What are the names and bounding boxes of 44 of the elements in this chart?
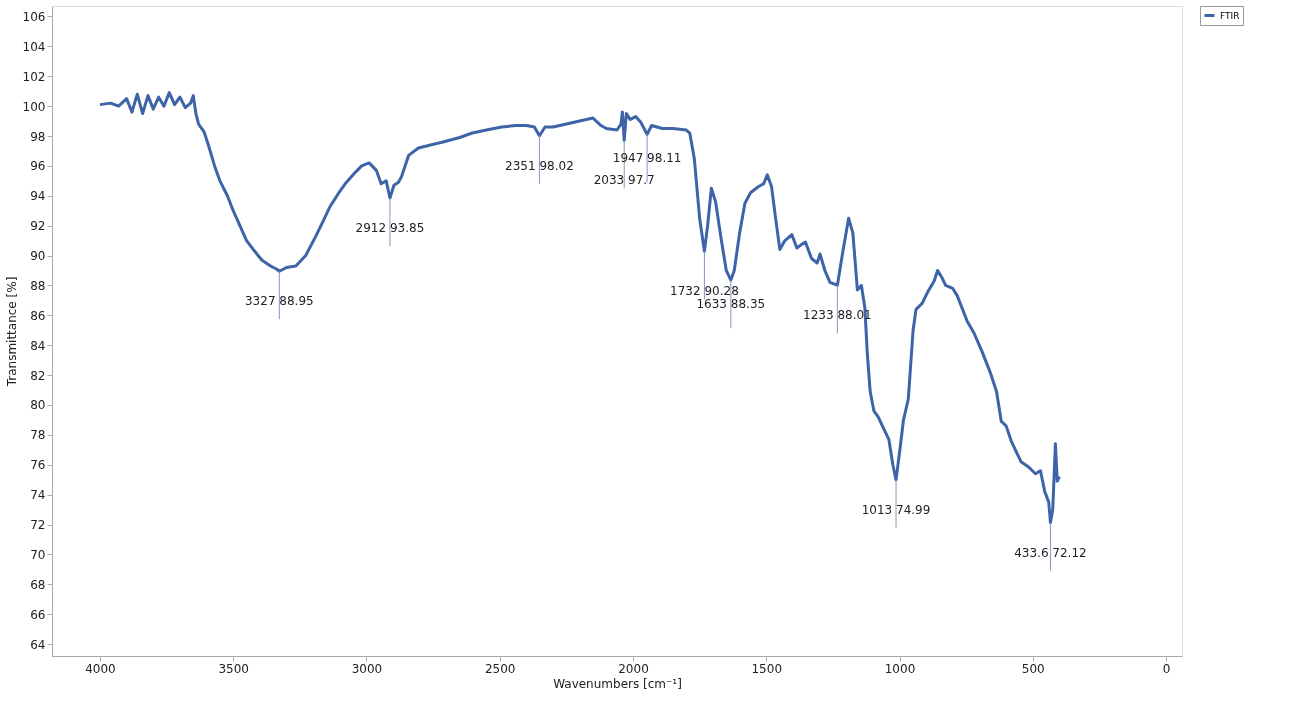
y-tick-label: 80	[30, 398, 46, 413]
y-tick-label: 94	[30, 189, 46, 204]
x-tick-label: 4000	[85, 661, 116, 676]
annotation: 1732 90.28	[670, 284, 739, 299]
x-axis-title: Wavenumbers [cm⁻¹]	[553, 676, 682, 691]
x-tick-label: 1500	[751, 661, 783, 676]
y-tick-label: 102	[22, 69, 46, 84]
y-tick-label: 74	[30, 488, 46, 503]
x-tick-label: 3000	[351, 661, 383, 676]
x-tick-label: 0	[1162, 661, 1171, 676]
y-tick-label: 90	[30, 249, 46, 264]
y-tick-label: 70	[30, 547, 46, 562]
y-tick-label: 104	[22, 39, 46, 54]
y-tick-label: 96	[30, 159, 46, 174]
y-tick-label: 100	[22, 99, 46, 114]
x-tick-label: 2000	[618, 661, 649, 676]
annotation: 2912 93.85	[355, 221, 425, 236]
y-tick-label: 106	[22, 9, 46, 24]
y-tick-label: 76	[30, 458, 46, 473]
y-tick-label: 86	[30, 308, 46, 323]
y-tick-label: 64	[30, 637, 46, 652]
y-tick-label: 82	[30, 368, 46, 383]
y-tick-label: 98	[30, 129, 46, 144]
annotation: 3327 88.95	[244, 294, 314, 309]
annotation: 1013 74.99	[861, 502, 931, 517]
legend-label: FTIR	[1220, 10, 1240, 21]
annotation: 1633 88.35	[696, 297, 766, 312]
annotation: 1947 98.11	[612, 151, 682, 166]
y-tick-label: 66	[30, 607, 46, 622]
x-tick-label: 3500	[218, 661, 249, 676]
y-tick-label: 72	[30, 518, 46, 533]
line-series	[98, 91, 1061, 525]
annotation: 2033 97.7	[593, 173, 655, 188]
y-tick-label: 92	[30, 219, 46, 234]
x-tick-label: 2500	[484, 661, 516, 676]
annotation: 2351 98.02	[505, 158, 574, 173]
y-axis-title: Transmittance [%]	[4, 276, 19, 388]
y-tick-label: 78	[30, 428, 46, 443]
annotation: 433.6 72.12	[1014, 545, 1087, 560]
x-tick-label: 1000	[884, 661, 916, 676]
x-tick-label: 500	[1021, 661, 1045, 676]
y-tick-label: 88	[30, 278, 46, 293]
y-tick-label: 68	[30, 577, 46, 592]
y-tick-label: 84	[30, 338, 46, 353]
